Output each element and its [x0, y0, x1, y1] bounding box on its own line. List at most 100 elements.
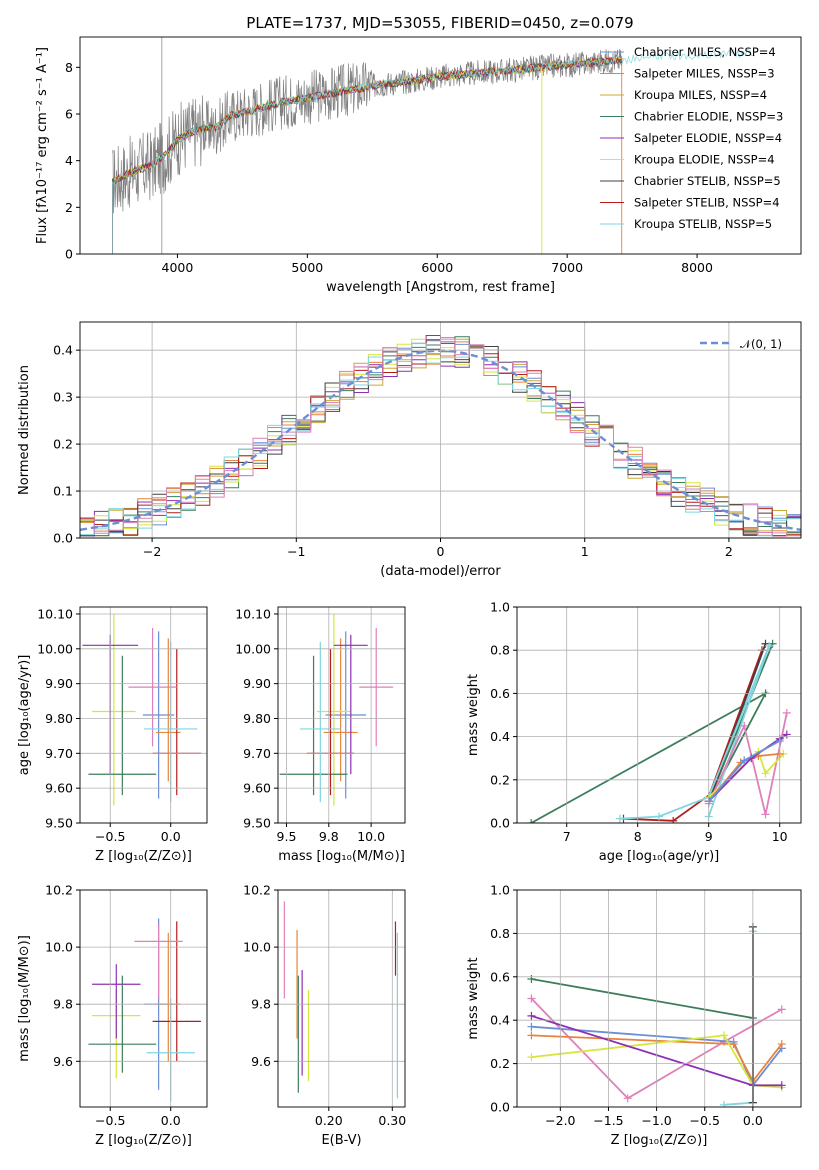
- panel-weight_vs_Z: −2.0 −1.5 −1.0 −0.5 0.0 0.0 0.2 0.4 0.6 0.8 1.0 Z […: [466, 883, 802, 1148]
- weight-marker: [527, 1011, 536, 1020]
- y-tick-label: 9.50: [243, 816, 271, 831]
- x-tick-label: 0.0: [161, 829, 181, 844]
- y-tick-label: 0.1: [53, 484, 73, 499]
- legend-label: Kroupa MILES, NSSP=4: [634, 88, 767, 102]
- y-tick-label: 10.2: [45, 883, 73, 898]
- weight-marker: [655, 812, 663, 821]
- y-tick-label: 0.4: [490, 729, 510, 744]
- x-tick-label: −0.5: [95, 1113, 125, 1128]
- x-tick-label: 9: [705, 829, 713, 844]
- y-tick-label: 0.0: [53, 531, 73, 546]
- weight-marker: [719, 1031, 728, 1040]
- weight-marker: [777, 1005, 786, 1014]
- axes-frame: [277, 606, 406, 824]
- y-tick-label: 0.3: [53, 390, 73, 405]
- weight-marker: [669, 816, 678, 823]
- x-tick-label: −1: [287, 544, 305, 559]
- weight-marker: [615, 814, 624, 823]
- weight-marker: [761, 769, 770, 778]
- axes-frame: [516, 606, 802, 824]
- x-tick-label: 9.8: [319, 829, 339, 844]
- x-tick-label: 7: [563, 829, 571, 844]
- y-axis-label: mass weight: [466, 674, 481, 756]
- y-tick-label: 10.0: [45, 940, 73, 955]
- weight-marker: [777, 1081, 786, 1090]
- weight-marker: [765, 641, 774, 650]
- y-tick-label: 0.0: [490, 816, 510, 831]
- weight-marker: [782, 708, 791, 717]
- panel-mass_vs_Z: −0.5 0.0 9.6 9.8 10.0 10.2 Z [log₁₀(Z/Z⊙)] mass…: [17, 883, 208, 1148]
- legend-label: Chabrier ELODIE, NSSP=3: [634, 110, 783, 124]
- plot-area-age_vs_mass: [279, 613, 394, 806]
- legend-label: Chabrier STELIB, NSSP=5: [634, 174, 781, 188]
- x-axis-label: Z [log₁₀(Z/Z⊙)]: [95, 1133, 192, 1148]
- y-tick-label: 10.00: [37, 641, 73, 656]
- legend-label: 𝒩(0, 1): [740, 337, 782, 351]
- y-tick-label: 9.6: [251, 1054, 271, 1069]
- panel-spectrum: 4000 5000 6000 7000 8000 0 2 4 6 8 wavelength [Ang…: [35, 36, 802, 295]
- plot-area-spectrum: [112, 37, 756, 254]
- y-tick-label: 10.10: [235, 606, 271, 621]
- panel-mass_vs_ebv: 0.20 0.30 9.6 9.8 10.0 10.2 E(B-V): [243, 883, 406, 1149]
- x-tick-label: 7000: [551, 260, 583, 275]
- y-tick-label: 0.2: [490, 1056, 510, 1071]
- x-tick-label: −0.5: [690, 1113, 720, 1128]
- x-tick-label: 0.0: [743, 1113, 763, 1128]
- x-tick-label: 1: [581, 544, 589, 559]
- weight-marker: [740, 756, 749, 765]
- x-tick-label: −0.5: [95, 829, 125, 844]
- y-tick-label: 9.80: [45, 711, 73, 726]
- weight-marker: [768, 639, 777, 648]
- y-tick-label: 9.90: [45, 676, 73, 691]
- weight-line: [531, 978, 754, 1019]
- y-axis-label: age [log₁₀(age/yr)]: [17, 655, 32, 776]
- axes-frame: [277, 889, 406, 1108]
- y-axis-label: mass [log₁₀(M/M⊙)]: [17, 935, 32, 1062]
- axes-frame: [79, 889, 208, 1108]
- weight-marker: [527, 1053, 536, 1062]
- axes-frame: [516, 889, 802, 1108]
- legend-label: Chabrier MILES, NSSP=4: [634, 45, 776, 59]
- weight-marker: [729, 1040, 738, 1049]
- plot-area-age_vs_Z: [82, 613, 201, 806]
- legend-label: Kroupa ELODIE, NSSP=4: [634, 153, 775, 167]
- weight-marker: [777, 1040, 786, 1049]
- y-tick-label: 9.8: [251, 997, 271, 1012]
- weight-marker: [527, 819, 536, 823]
- weight-line: [530, 643, 774, 823]
- y-tick-label: 0.0: [490, 1100, 510, 1115]
- y-tick-label: 10.0: [243, 940, 271, 955]
- y-tick-label: 0.2: [53, 437, 73, 452]
- legend-label: Kroupa STELIB, NSSP=5: [634, 217, 772, 231]
- y-tick-label: 2: [65, 200, 73, 215]
- y-tick-label: 9.80: [243, 711, 271, 726]
- weight-marker: [761, 810, 770, 819]
- weight-marker: [623, 1094, 632, 1103]
- x-tick-label: 6000: [421, 260, 453, 275]
- panels: 4000 5000 6000 7000 8000 0 2 4 6 8 wavelength [Ang…: [17, 36, 802, 1149]
- panel-age_vs_Z: −0.5 0.0 9.50 9.60 9.70 9.80 9.90 10.00 10.10 Z […: [17, 606, 208, 864]
- panel-residuals: −2 −1 0 1 2 0.0 0.1 0.2 0.3 0.4 (data-model)/error…: [17, 321, 802, 579]
- weight-marker: [719, 1100, 728, 1107]
- weight-marker: [527, 974, 536, 983]
- x-tick-label: −2: [143, 544, 161, 559]
- panel-weight_vs_age: 7 8 9 10 0.0 0.2 0.4 0.6 0.8 1.0 age [log₁₀(age/yr…: [466, 600, 802, 864]
- axes-frame: [79, 36, 802, 255]
- panel-age_vs_mass: 9.5 9.8 10.0 9.50 9.60 9.70 9.80 9.90 10.00 10.10…: [235, 606, 406, 864]
- y-tick-label: 4: [65, 153, 73, 168]
- x-axis-label: age [log₁₀(age/yr)]: [599, 849, 720, 864]
- y-tick-label: 0.8: [490, 643, 510, 658]
- legend-label: Salpeter MILES, NSSP=3: [634, 67, 775, 81]
- y-tick-label: 0.2: [490, 772, 510, 787]
- x-axis-label: wavelength [Angstrom, rest frame]: [326, 280, 555, 295]
- y-tick-label: 8: [65, 60, 73, 75]
- axes-frame: [79, 321, 802, 539]
- y-axis-label: mass weight: [466, 957, 481, 1039]
- weight-marker: [740, 721, 749, 730]
- x-tick-label: 8000: [681, 260, 713, 275]
- y-tick-label: 9.8: [53, 997, 73, 1012]
- x-axis-label: E(B-V): [321, 1133, 361, 1148]
- y-axis-label: Normed distribution: [17, 365, 32, 495]
- x-tick-label: 2: [725, 544, 733, 559]
- y-tick-label: 9.6: [53, 1054, 73, 1069]
